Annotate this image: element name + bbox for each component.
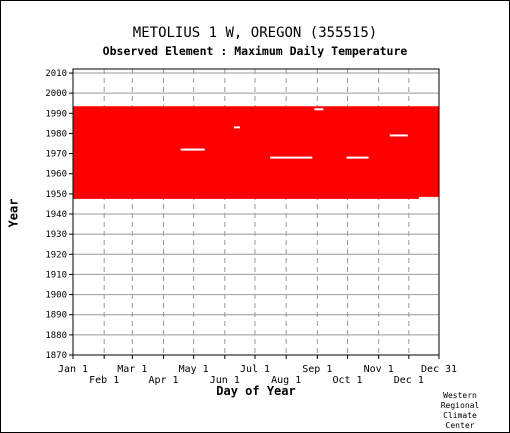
credit-block: Western Regional Climate Center <box>425 391 495 431</box>
credit-line-3: Climate <box>443 411 477 420</box>
credit-line-1: Western <box>443 391 477 400</box>
x-axis-title: Day of Year <box>216 384 296 398</box>
credit-line-4: Center <box>445 421 475 430</box>
y-tick-label: 1890 <box>45 311 67 321</box>
x-tick-label: May 1 <box>179 364 209 375</box>
x-tick-label: Aug 1 <box>271 375 301 386</box>
x-tick-label: Sep 1 <box>302 364 332 375</box>
x-tick-label: Jan 1 <box>58 364 88 375</box>
y-tick-label: 1870 <box>45 351 67 361</box>
data-gap <box>233 126 240 129</box>
x-tick-label: Oct 1 <box>332 375 362 386</box>
y-tick-label: 1980 <box>45 129 67 139</box>
data-layer <box>73 106 439 199</box>
data-band <box>73 106 439 199</box>
x-tick-label: Jul 1 <box>240 364 270 375</box>
y-tick-label: 1930 <box>45 230 67 240</box>
y-axis-title: Year <box>6 198 21 228</box>
x-tick-label: Nov 1 <box>364 364 394 375</box>
y-tick-label: 1880 <box>45 331 67 341</box>
y-tick-label: 1970 <box>45 150 67 160</box>
y-tick-label: 1950 <box>45 190 67 200</box>
y-tick-label: 1960 <box>45 170 67 180</box>
y-tick-label: 2000 <box>45 89 67 99</box>
x-tick-label: Feb 1 <box>89 375 119 386</box>
plot-border <box>72 68 440 356</box>
data-gap <box>346 156 369 159</box>
page-subtitle: Observed Element : Maximum Daily Tempera… <box>102 44 408 58</box>
y-tick-label: 1940 <box>45 210 67 220</box>
y-tick-label: 1910 <box>45 270 67 280</box>
y-tick-label: 1990 <box>45 109 67 119</box>
page-title: METOLIUS 1 W, OREGON (355515) <box>132 25 378 41</box>
data-gap <box>270 156 313 159</box>
x-tick-label: Dec 1 <box>394 375 424 386</box>
y-tick-label: 1920 <box>45 250 67 260</box>
credit-line-2: Regional <box>440 401 480 410</box>
data-gap <box>180 148 205 151</box>
data-gap <box>314 108 324 111</box>
y-tick-label: 1900 <box>45 291 67 301</box>
x-tick-label: Apr 1 <box>148 375 178 386</box>
axis-layer: 1870 1880 1890 1900 1910 1920 1930 1940 1950 1960… <box>45 68 457 386</box>
data-gap <box>389 134 408 137</box>
x-tick-label: Mar 1 <box>117 364 147 375</box>
x-tick-label: Jun 1 <box>210 375 240 386</box>
x-tick-label: Dec 31 <box>421 364 457 375</box>
y-tick-label: 2010 <box>45 69 67 79</box>
data-gap <box>418 196 439 199</box>
